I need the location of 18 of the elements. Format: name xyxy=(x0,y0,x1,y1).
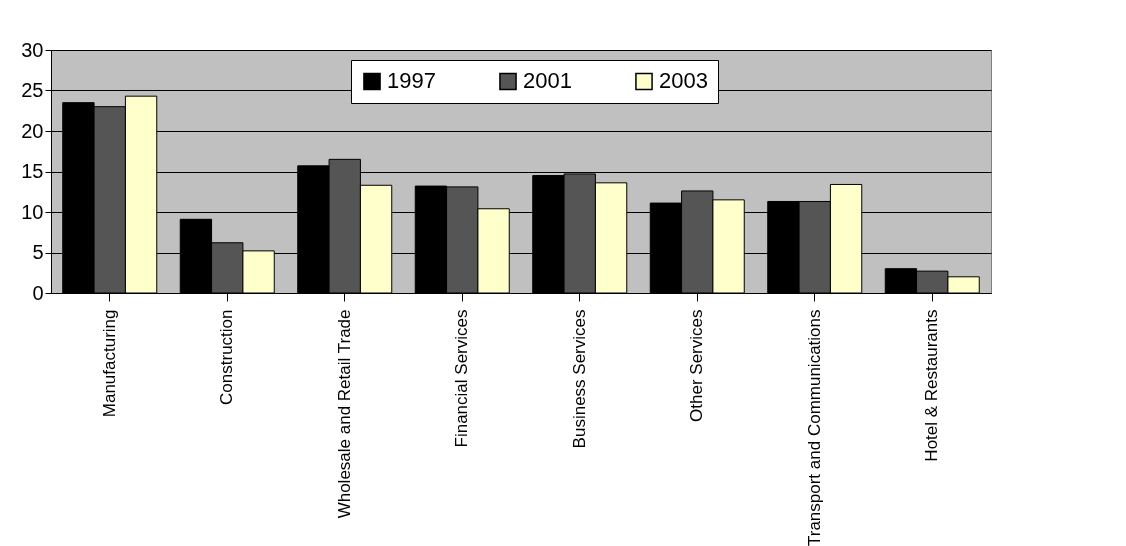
y-tick-label: 5 xyxy=(32,241,44,263)
y-tick-label: 10 xyxy=(21,200,44,223)
x-tick-label: Other Services xyxy=(687,309,707,422)
y-tick-label: 0 xyxy=(32,281,44,304)
x-tick-label: Business Services xyxy=(569,309,589,449)
legend-label: 1997 xyxy=(387,68,436,94)
x-tick-label: Wholesale and Retail Trade xyxy=(334,309,354,519)
y-tick-label: 30 xyxy=(21,38,44,61)
y-tick-label: 15 xyxy=(21,160,44,182)
legend-label: 2003 xyxy=(659,68,708,94)
y-tick-label: 25 xyxy=(21,79,44,101)
x-tick-label: Financial Services xyxy=(452,309,472,448)
x-tick-label: Hotel & Restaurants xyxy=(922,309,942,462)
x-tick-label: Transport and Communications xyxy=(804,309,824,546)
legend-label: 2001 xyxy=(523,68,572,94)
y-tick-label: 20 xyxy=(21,119,44,142)
x-tick-label: Construction xyxy=(217,309,237,405)
x-tick-label: Manufacturing xyxy=(99,309,119,418)
